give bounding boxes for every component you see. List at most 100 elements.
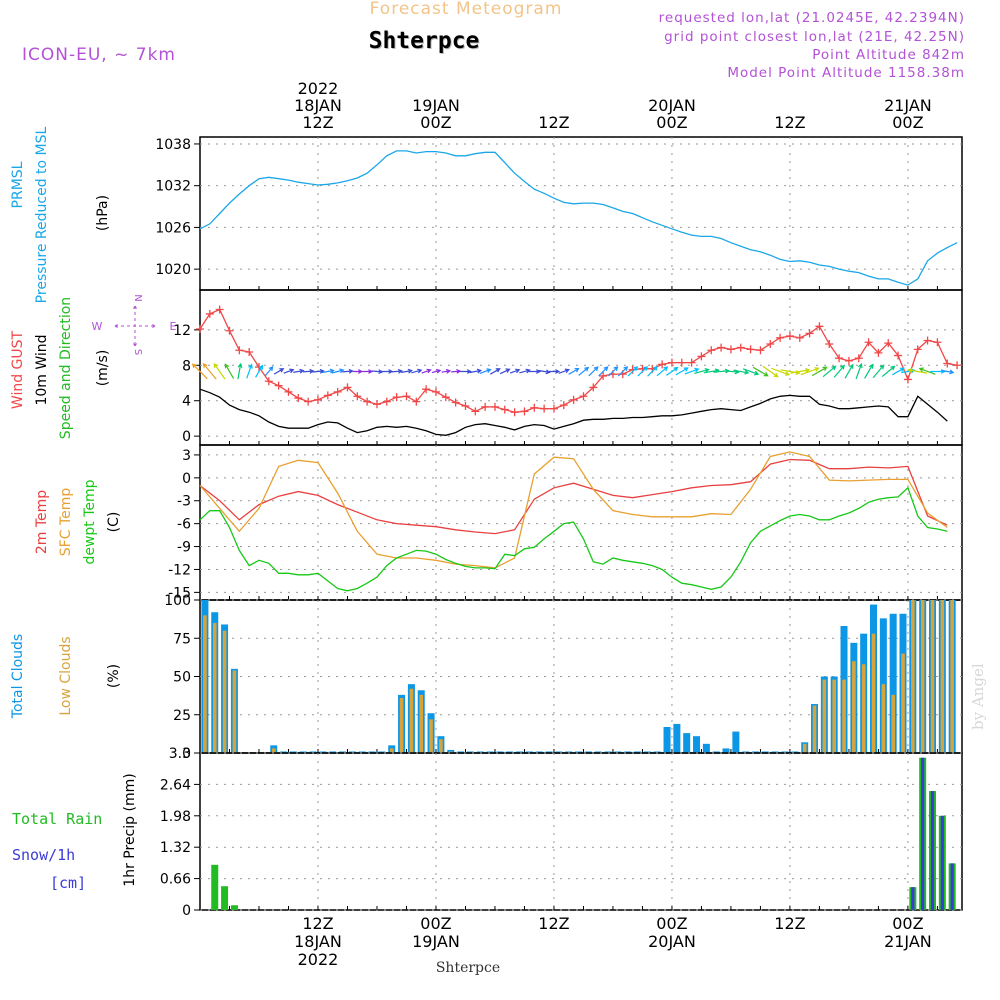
clouds-ytick-label: 75 xyxy=(173,631,191,647)
total-cloud-bar xyxy=(614,751,622,753)
gust-point-marker xyxy=(304,397,313,406)
precip-ytick-label: 1.98 xyxy=(160,809,191,825)
total-cloud-bar xyxy=(781,751,789,753)
gust-point-marker xyxy=(599,371,608,380)
wind-direction-arrow xyxy=(519,368,531,374)
low-cloud-bar xyxy=(429,719,433,753)
wind-direction-arrow xyxy=(362,369,374,374)
gust-point-marker xyxy=(894,351,903,360)
rain-legend: Total Rain xyxy=(12,810,102,828)
low-cloud-bar xyxy=(222,630,227,753)
low-cloud-bar xyxy=(439,739,443,753)
sfctemp-label: SFC Temp xyxy=(58,488,74,557)
gust-point-marker xyxy=(363,397,372,406)
gust-point-marker xyxy=(667,358,676,367)
gust-point-marker xyxy=(569,395,578,404)
wind-direction-arrow xyxy=(283,368,295,374)
wind-direction-arrow xyxy=(578,366,590,376)
total-cloud-bar xyxy=(683,733,691,753)
dewpt-label: dewpt Temp xyxy=(82,479,98,564)
low-cloud-bar xyxy=(871,633,876,753)
low-cloud-bar xyxy=(203,615,207,753)
clouds-unit: (%) xyxy=(106,664,122,688)
gridpoint-coords: grid point closest lon,lat (21E, 42.25N) xyxy=(664,29,965,45)
low-cloud-bar xyxy=(232,670,237,753)
wind-direction-arrow xyxy=(460,369,472,374)
model-altitude: Model Point Altitude 1158.38m xyxy=(727,65,965,81)
precip-ytick-label: 0 xyxy=(182,903,191,919)
precip-label: 1hr Precip (mm) xyxy=(122,773,138,886)
low-clouds-label: Low Clouds xyxy=(58,636,74,715)
gust-point-marker xyxy=(854,354,863,363)
rain-bar xyxy=(211,864,219,910)
gust-point-marker xyxy=(953,361,962,370)
low-cloud-bar xyxy=(812,705,817,753)
total-cloud-bar xyxy=(791,751,799,753)
meteogram-panels: 1020 1026 1032 1038 0 4 8 12 -15 -12 -9 -6 -3 0 3 0 25 50… xyxy=(10,79,963,969)
gust-point-marker xyxy=(392,393,401,402)
wind-ytick-label: 4 xyxy=(182,394,191,410)
total-cloud-bar xyxy=(594,751,602,753)
wind-direction-arrow xyxy=(844,363,854,379)
rain-bar xyxy=(221,886,229,910)
gust-point-marker xyxy=(264,377,273,386)
temp2m-label: 2m Temp xyxy=(34,490,50,554)
wind-direction-arrow xyxy=(312,368,325,374)
temperature-series-2-line xyxy=(199,486,948,592)
total-cloud-bar xyxy=(358,751,366,753)
total-cloud-bar xyxy=(466,751,474,753)
snow-bar xyxy=(930,791,935,910)
snow-bar xyxy=(921,757,925,910)
wind-direction-arrow xyxy=(881,365,896,378)
wind-ytick-label: 12 xyxy=(173,323,191,339)
wind-direction-arrow xyxy=(293,368,305,374)
wind-direction-arrow xyxy=(568,367,580,375)
gust-point-marker xyxy=(225,326,234,335)
wind-direction-arrow xyxy=(469,368,483,374)
bottom-time-label: 18JAN xyxy=(294,932,342,951)
wind-direction-arrow xyxy=(864,363,874,379)
wind-direction-arrow xyxy=(490,368,501,375)
gust-point-marker xyxy=(785,332,794,341)
wind-direction-arrow xyxy=(213,362,226,380)
chart-title: Forecast Meteogram xyxy=(370,0,563,19)
total-cloud-bar xyxy=(643,751,651,753)
gust-point-marker xyxy=(677,358,686,367)
bottom-time-label: 12Z xyxy=(774,914,805,933)
gust-point-marker xyxy=(884,339,893,348)
gust-point-marker xyxy=(913,345,922,354)
wind-direction-arrow xyxy=(733,369,750,375)
total-cloud-bar xyxy=(889,613,897,753)
gust-point-marker xyxy=(805,329,814,338)
footer-location: Shterpce xyxy=(436,960,500,976)
model-label: ICON-EU, ~ 7km xyxy=(22,45,176,65)
low-cloud-bar xyxy=(950,600,954,753)
wind-direction-arrow xyxy=(694,368,710,374)
wind-direction-arrow xyxy=(264,366,274,377)
gust-point-marker xyxy=(294,394,303,403)
wind-direction-arrow xyxy=(771,367,791,376)
wind-direction-arrow xyxy=(637,366,649,377)
total-cloud-bar xyxy=(624,751,632,753)
gust-point-marker xyxy=(844,356,853,365)
wind-direction-arrow xyxy=(441,368,452,374)
gust-point-marker xyxy=(471,407,480,416)
gust-point-marker xyxy=(530,403,539,412)
gust-point-marker xyxy=(658,360,667,369)
total-cloud-bar xyxy=(280,751,288,753)
snow-unit-legend: [cm] xyxy=(50,874,86,892)
top-time-label: 20JAN xyxy=(648,96,696,115)
gust-point-marker xyxy=(776,333,785,342)
gust-point-marker xyxy=(903,375,912,384)
total-cloud-bar xyxy=(368,751,376,753)
total-cloud-bar xyxy=(702,743,710,753)
total-cloud-bar xyxy=(378,751,386,753)
gust-point-marker xyxy=(451,398,460,407)
bottom-time-label: 00Z xyxy=(656,914,687,933)
gust-point-marker xyxy=(815,322,824,331)
low-cloud-bar xyxy=(399,697,404,753)
precip-ytick-label: 3.3 xyxy=(169,746,191,762)
total-cloud-bar xyxy=(319,751,327,753)
total-cloud-bar xyxy=(299,751,307,753)
total-cloud-bar xyxy=(742,751,750,753)
